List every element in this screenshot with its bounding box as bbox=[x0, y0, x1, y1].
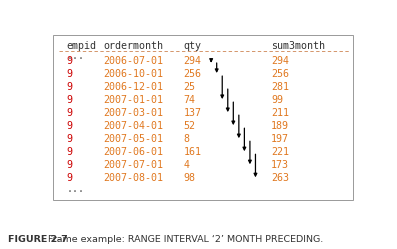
Text: 99: 99 bbox=[271, 95, 283, 105]
Text: 211: 211 bbox=[271, 108, 289, 118]
Text: 9: 9 bbox=[67, 147, 73, 157]
Text: 197: 197 bbox=[271, 134, 289, 144]
Text: Frame example: RANGE INTERVAL ‘2’ MONTH PRECEDING.: Frame example: RANGE INTERVAL ‘2’ MONTH … bbox=[42, 235, 323, 244]
Text: 2006-10-01: 2006-10-01 bbox=[104, 69, 164, 79]
Text: 2007-06-01: 2007-06-01 bbox=[104, 147, 164, 157]
Text: qty: qty bbox=[183, 41, 201, 51]
Text: 9: 9 bbox=[67, 134, 73, 144]
Text: 263: 263 bbox=[271, 173, 289, 183]
Text: ...: ... bbox=[67, 185, 85, 194]
Text: 9: 9 bbox=[67, 95, 73, 105]
Text: 2007-03-01: 2007-03-01 bbox=[104, 108, 164, 118]
Text: 9: 9 bbox=[67, 160, 73, 170]
Text: ordermonth: ordermonth bbox=[104, 41, 164, 51]
Text: 9: 9 bbox=[67, 69, 73, 79]
Text: 294: 294 bbox=[183, 56, 201, 66]
Text: 161: 161 bbox=[183, 147, 201, 157]
Text: 9: 9 bbox=[67, 121, 73, 131]
Text: 2006-07-01: 2006-07-01 bbox=[104, 56, 164, 66]
Text: 9: 9 bbox=[67, 173, 73, 183]
Text: 9: 9 bbox=[67, 108, 73, 118]
Text: 294: 294 bbox=[271, 56, 289, 66]
Text: empid: empid bbox=[67, 41, 96, 51]
Text: 9: 9 bbox=[67, 82, 73, 92]
Text: 2007-05-01: 2007-05-01 bbox=[104, 134, 164, 144]
Text: 8: 8 bbox=[183, 134, 189, 144]
Text: 2007-07-01: 2007-07-01 bbox=[104, 160, 164, 170]
Text: 74: 74 bbox=[183, 95, 195, 105]
Text: 281: 281 bbox=[271, 82, 289, 92]
Text: 173: 173 bbox=[271, 160, 289, 170]
Text: 256: 256 bbox=[271, 69, 289, 79]
Text: 137: 137 bbox=[183, 108, 201, 118]
Text: 2007-08-01: 2007-08-01 bbox=[104, 173, 164, 183]
Text: 52: 52 bbox=[183, 121, 195, 131]
FancyBboxPatch shape bbox=[53, 35, 353, 199]
Text: 98: 98 bbox=[183, 173, 195, 183]
Text: ...: ... bbox=[67, 51, 85, 61]
Text: 4: 4 bbox=[183, 160, 189, 170]
Text: FIGURE 2-7: FIGURE 2-7 bbox=[8, 235, 68, 244]
Text: 2007-01-01: 2007-01-01 bbox=[104, 95, 164, 105]
Text: 256: 256 bbox=[183, 69, 201, 79]
Text: 189: 189 bbox=[271, 121, 289, 131]
Text: 9: 9 bbox=[67, 56, 73, 66]
Text: 221: 221 bbox=[271, 147, 289, 157]
Text: sum3month: sum3month bbox=[271, 41, 325, 51]
Text: 25: 25 bbox=[183, 82, 195, 92]
Text: 2007-04-01: 2007-04-01 bbox=[104, 121, 164, 131]
Text: 2006-12-01: 2006-12-01 bbox=[104, 82, 164, 92]
